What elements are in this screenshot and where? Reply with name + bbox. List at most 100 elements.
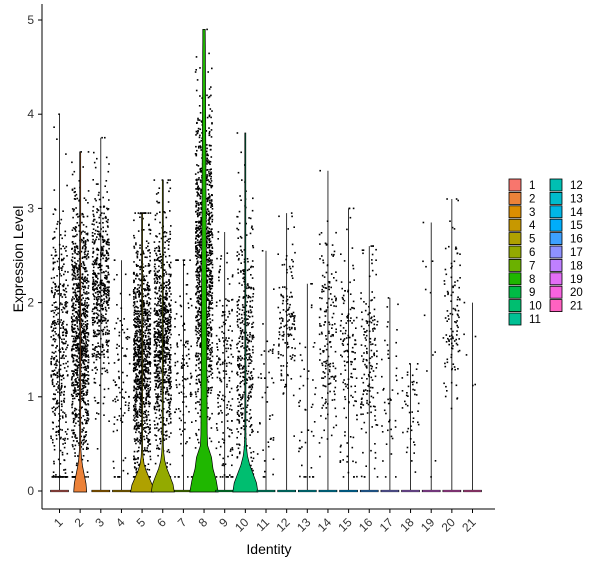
data-point-1 [61, 267, 63, 269]
data-point-6 [161, 327, 163, 330]
data-point-6 [156, 280, 159, 283]
data-point-2 [87, 366, 90, 368]
data-point-1 [54, 288, 57, 291]
data-point-6 [155, 247, 158, 249]
data-point-2 [83, 394, 85, 396]
data-point-5 [149, 381, 152, 383]
data-point-2 [74, 272, 76, 275]
data-point-8 [211, 252, 214, 255]
data-point-2 [82, 397, 85, 400]
data-point-7 [183, 344, 185, 346]
data-point-4 [117, 476, 119, 478]
data-point-5 [137, 336, 139, 339]
data-point-5 [149, 343, 151, 346]
data-point-8 [206, 144, 208, 146]
data-point-6 [164, 307, 167, 310]
data-point-8 [198, 428, 200, 431]
data-point-7 [180, 339, 182, 342]
data-point-2 [82, 360, 85, 363]
data-point-6 [159, 383, 161, 386]
data-point-2 [86, 389, 89, 391]
data-point-1 [54, 397, 56, 400]
data-point-8 [196, 260, 199, 262]
data-point-2 [84, 310, 87, 313]
data-point-6 [169, 365, 172, 368]
data-point-8 [208, 303, 211, 306]
data-point-5 [144, 346, 147, 349]
data-point-1 [55, 355, 58, 357]
data-point-8 [209, 318, 211, 320]
data-point-8 [199, 197, 202, 200]
data-point-6 [166, 418, 168, 420]
data-point-2 [72, 412, 74, 415]
data-point-5 [144, 370, 147, 373]
data-point-5 [148, 348, 151, 351]
data-point-8 [209, 234, 211, 236]
data-point-8 [199, 255, 202, 258]
data-point-7 [174, 476, 176, 478]
data-point-3 [102, 319, 105, 322]
data-point-8 [196, 164, 198, 166]
data-point-3 [99, 353, 102, 356]
data-point-1 [63, 459, 65, 461]
data-point-8 [198, 380, 200, 382]
data-point-5 [134, 378, 137, 381]
data-point-8 [196, 344, 198, 347]
data-point-3 [101, 235, 104, 238]
data-point-6 [157, 331, 159, 334]
data-point-2 [85, 355, 88, 358]
data-point-3 [92, 348, 94, 350]
data-point-3 [92, 285, 95, 288]
data-point-8 [199, 361, 202, 363]
data-point-8 [195, 228, 197, 230]
data-point-6 [159, 221, 161, 224]
data-point-1 [65, 305, 68, 307]
data-point-5 [138, 294, 140, 297]
data-point-3 [99, 235, 101, 238]
data-point-2 [71, 377, 73, 379]
data-point-3 [107, 319, 109, 322]
data-point-6 [168, 280, 170, 282]
data-point-5 [149, 450, 151, 453]
data-point-3 [98, 216, 100, 219]
data-point-3 [93, 298, 96, 300]
data-point-8 [211, 185, 214, 187]
data-point-8 [196, 359, 198, 361]
data-point-1 [65, 303, 67, 305]
data-point-5 [143, 403, 146, 406]
data-point-3 [101, 136, 103, 139]
data-point-8 [207, 306, 209, 309]
data-point-2 [82, 286, 85, 289]
data-point-5 [136, 362, 138, 364]
data-point-5 [137, 421, 140, 424]
data-point-6 [159, 361, 161, 363]
data-point-6 [169, 413, 172, 415]
data-point-3 [94, 263, 96, 265]
data-point-1 [55, 364, 58, 367]
data-point-8 [206, 179, 208, 181]
data-point-6 [157, 339, 160, 341]
data-point-3 [101, 253, 103, 256]
data-point-1 [58, 419, 60, 422]
data-point-2 [74, 369, 77, 371]
data-point-3 [108, 247, 110, 250]
data-point-1 [56, 401, 58, 403]
data-point-5 [148, 428, 151, 430]
data-point-1 [64, 468, 67, 471]
data-point-6 [168, 353, 171, 356]
data-point-8 [195, 434, 198, 437]
data-point-6 [169, 179, 171, 181]
data-point-3 [95, 372, 97, 374]
data-point-5 [148, 285, 150, 288]
data-point-3 [97, 356, 99, 358]
data-point-3 [106, 243, 109, 246]
data-point-5 [147, 245, 149, 248]
data-point-5 [148, 343, 150, 346]
data-point-1 [53, 412, 56, 415]
data-point-7 [190, 377, 192, 379]
data-point-6 [154, 363, 156, 366]
data-point-3 [106, 207, 108, 210]
data-point-7 [178, 383, 181, 386]
data-point-1 [64, 304, 66, 306]
data-point-5 [147, 414, 150, 416]
